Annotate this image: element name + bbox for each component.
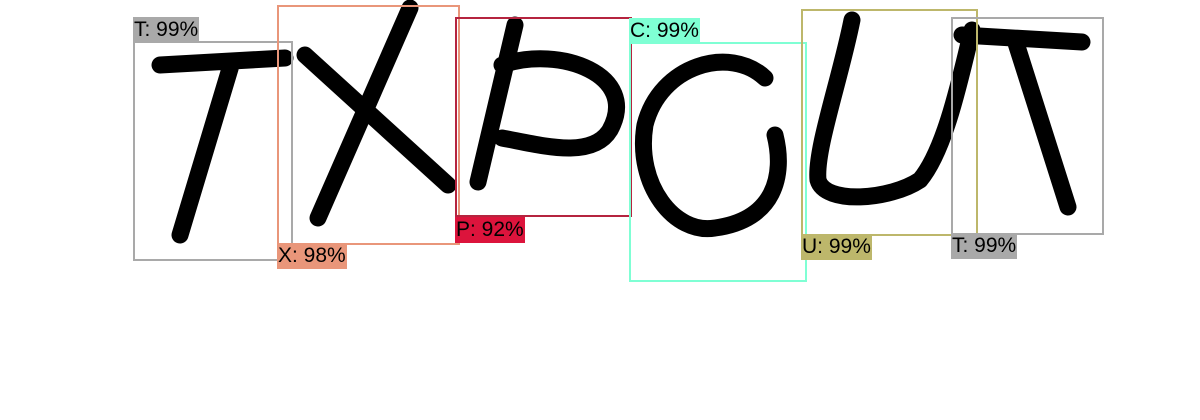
glyph-t-2	[953, 26, 1091, 216]
detection-label-t-2: T: 99%	[951, 233, 1018, 259]
detection-label-u: U: 99%	[801, 234, 872, 260]
detection-label-t-1: T: 99%	[133, 17, 200, 43]
glyph-p	[469, 16, 625, 191]
detection-box-x	[277, 5, 460, 245]
detection-box-p	[455, 17, 632, 217]
detection-box-c	[629, 42, 807, 282]
detection-label-x: X: 98%	[277, 243, 347, 269]
glyph-x	[296, 0, 457, 227]
detection-label-c: C: 99%	[629, 18, 700, 44]
detection-box-t-2	[951, 17, 1104, 235]
glyph-c	[635, 53, 787, 238]
detection-label-p: P: 92%	[455, 217, 525, 243]
detection-box-u	[801, 9, 978, 236]
glyph-t-1	[151, 49, 294, 244]
detection-box-t-1	[133, 41, 293, 261]
